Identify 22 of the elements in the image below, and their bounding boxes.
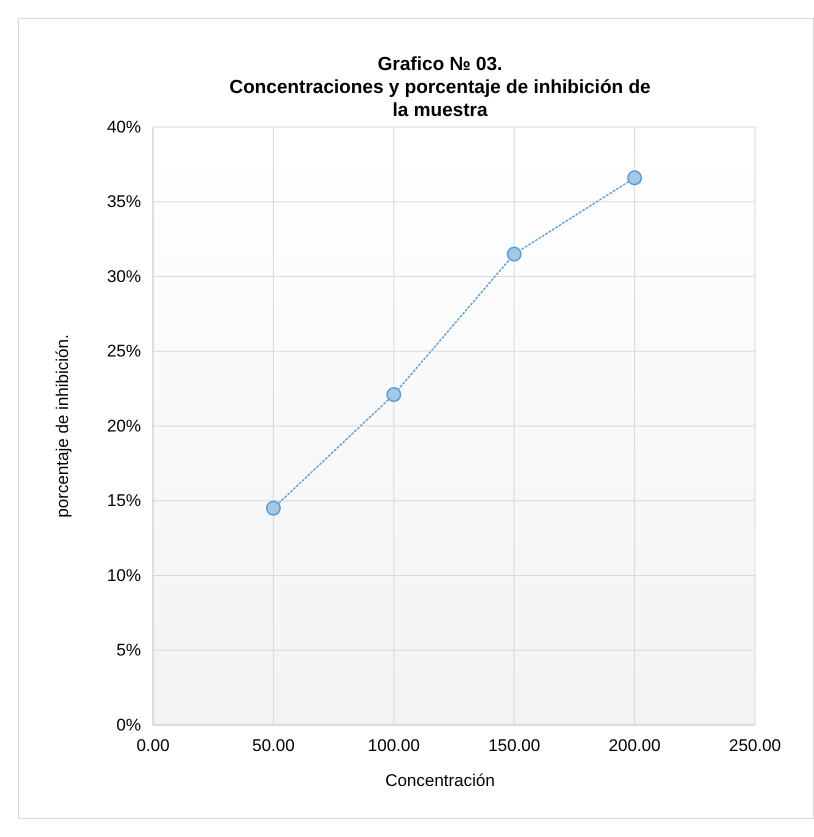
y-tick-label: 15% (106, 491, 141, 510)
y-tick-label: 5% (116, 640, 141, 660)
y-tick-label: 0% (116, 715, 141, 734)
y-tick-label: 10% (106, 566, 141, 585)
point (386, 387, 402, 402)
point (506, 246, 522, 262)
y-tick-label: 20% (106, 416, 141, 436)
x-tick-label: 100.00 (368, 736, 420, 756)
y-tick-label: 25% (106, 342, 141, 361)
y-tick-label: 40% (106, 117, 141, 136)
y-axis-title: porcentaje de inhibición. (53, 334, 72, 518)
x-axis-title: Concentración (385, 771, 495, 790)
chart-title: Grafico № 03. Concentraciones y porcentaje de inhibición de la muestra (229, 54, 651, 121)
point (627, 170, 642, 186)
x-tick-label: 0.00 (136, 736, 170, 756)
x-tick-label: 200.00 (608, 736, 661, 756)
y-tick-label: 35% (106, 192, 141, 212)
x-tick-label: 150.00 (488, 736, 540, 756)
y-tick-label: 30% (106, 266, 141, 286)
point (266, 500, 281, 516)
x-tick-label: 250.00 (729, 736, 781, 756)
x-tick-label: 50.00 (252, 736, 295, 756)
